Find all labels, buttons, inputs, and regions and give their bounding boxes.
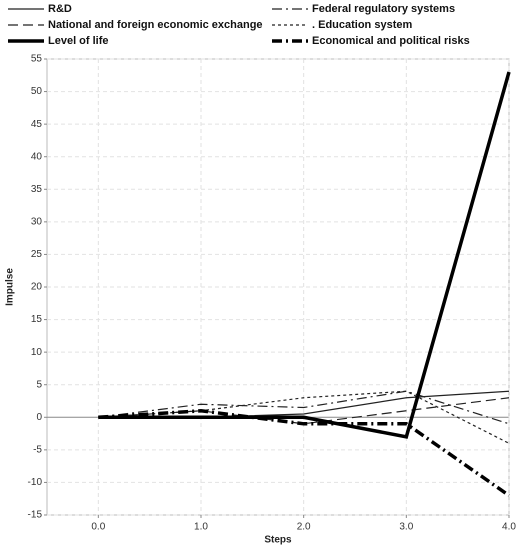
y-tick-label: 50: [31, 86, 43, 97]
y-tick-label: -15: [28, 510, 43, 521]
y-tick-label: 25: [31, 249, 43, 260]
series-line: [98, 390, 510, 425]
legend-label: Economical and political risks: [312, 35, 470, 47]
y-tick-label: 20: [31, 282, 43, 293]
x-axis-title: Steps: [264, 535, 292, 546]
y-tick-label: 45: [31, 119, 43, 130]
legend-label: Federal regulatory systems: [312, 3, 455, 15]
x-tick-label: 4.0: [502, 522, 516, 533]
y-tick-label: -10: [28, 477, 43, 488]
y-tick-label: -5: [33, 444, 42, 455]
y-tick-label: 30: [31, 216, 43, 227]
x-tick-label: 3.0: [399, 522, 413, 533]
y-tick-label: 40: [31, 151, 43, 162]
y-tick-label: 15: [31, 314, 43, 325]
legend-label: . Education system: [312, 19, 412, 31]
legend: R&D Federal regulatory systems National an…: [8, 3, 470, 47]
legend-label: National and foreign economic exchange: [48, 19, 263, 31]
y-tick-label: 35: [31, 184, 43, 195]
y-tick-label: 10: [31, 347, 43, 358]
y-tick-label: 0: [36, 412, 42, 423]
x-tick-label: 2.0: [297, 522, 311, 533]
series-line: [98, 71, 511, 439]
legend-label: R&D: [48, 3, 72, 15]
series-line: [98, 409, 511, 497]
x-tick-label: 0.0: [91, 522, 105, 533]
y-axis-title: Impulse: [5, 268, 16, 306]
y-tick-label: 55: [31, 54, 43, 65]
x-tick-label: 1.0: [194, 522, 208, 533]
legend-label: Level of life: [48, 35, 109, 47]
y-tick-label: 5: [36, 379, 42, 390]
